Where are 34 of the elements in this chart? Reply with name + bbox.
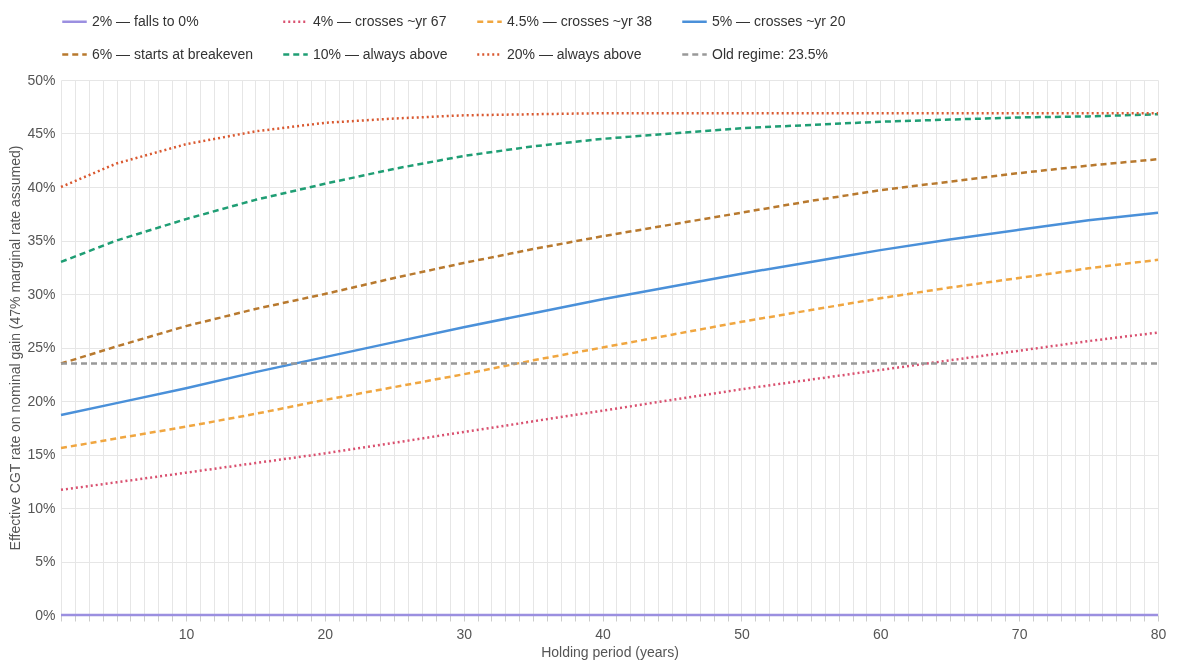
legend-label: 6% — starts at breakeven (92, 45, 254, 62)
x-tick-label: 50 (734, 625, 750, 642)
legend-label: Old regime: 23.5% (712, 45, 828, 62)
x-tick-label: 70 (1011, 625, 1028, 642)
x-tick-label: 80 (1150, 625, 1167, 642)
line-series (59, 112, 1160, 264)
x-tick-label: 20 (317, 625, 334, 642)
y-tick-label: 50% (27, 71, 56, 88)
y-tick-label: 35% (27, 232, 56, 248)
y-tick-label: 10% (27, 499, 56, 516)
y-tick-label: 0% (35, 606, 56, 623)
y-tick-label: 40% (27, 178, 56, 195)
legend-label: 2% — falls to 0% (92, 12, 199, 29)
line-series (59, 258, 1160, 450)
y-tick-label: 25% (27, 339, 56, 355)
y-tick-label: 15% (27, 446, 56, 462)
legend-label: 4.5% — crosses ~yr 38 (507, 12, 653, 29)
legend-label: 5% — crosses ~yr 20 (712, 12, 846, 29)
x-tick-label: 60 (872, 625, 889, 642)
y-axis-title: Effective CGT rate on nominal gain (47% marginal rate assumed) (7, 145, 24, 551)
line-series (59, 211, 1160, 417)
x-axis-title: Holding period (years) (541, 643, 679, 660)
line-series (59, 111, 1160, 189)
x-tick-label: 40 (595, 625, 612, 642)
x-tick-label: 10 (178, 625, 195, 642)
line-series (59, 331, 1160, 492)
x-tick-label: 30 (456, 625, 473, 642)
y-tick-label: 45% (27, 125, 56, 141)
y-tick-label: 20% (27, 392, 56, 409)
y-tick-label: 30% (27, 285, 56, 302)
legend-label: 10% — always above (313, 45, 448, 62)
legend-label: 4% — crosses ~yr 67 (313, 12, 447, 29)
y-tick-label: 5% (35, 553, 56, 569)
legend-label: 20% — always above (507, 45, 642, 62)
